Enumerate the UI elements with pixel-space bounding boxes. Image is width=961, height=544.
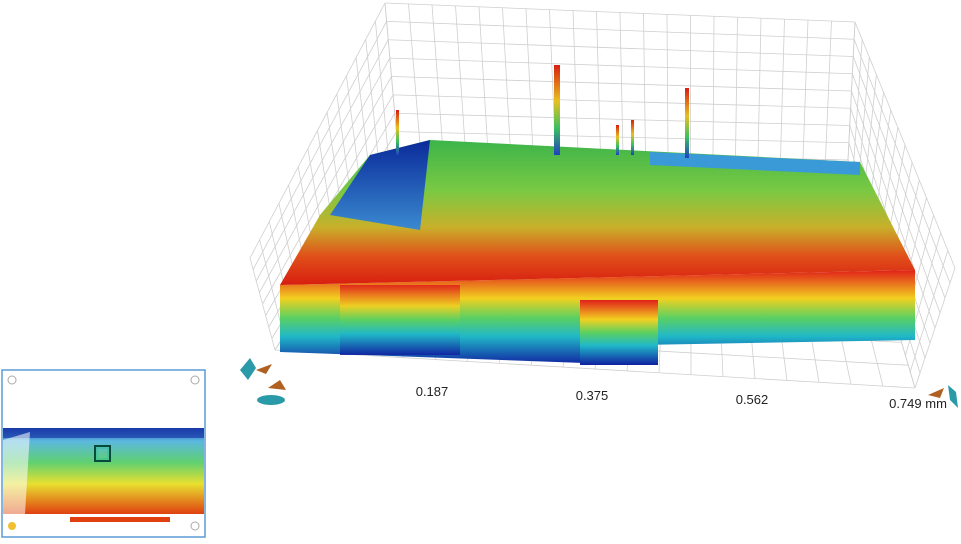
grid-line [853, 39, 951, 284]
axis-label: 0.187 [416, 384, 449, 399]
grid-line [262, 76, 392, 305]
grid-line [388, 39, 854, 57]
thumbnail[interactable] [1, 369, 206, 538]
grid-line [394, 112, 850, 126]
grid-line [249, 2, 386, 259]
grid-line [386, 20, 855, 40]
axis-label: 0.749 mm [889, 396, 947, 411]
axis-labels: 0.187 0.375 0.562 0.749 mm [416, 384, 947, 411]
axis-label: 0.562 [736, 392, 769, 407]
axis-label: 0.375 [576, 388, 609, 403]
grid-line [393, 94, 851, 109]
grid-line [854, 21, 956, 269]
grid-line [252, 21, 387, 270]
grid-line [851, 73, 941, 314]
grid-line [274, 349, 916, 389]
grid-line [851, 90, 936, 329]
surface [280, 65, 915, 365]
grid-line [389, 57, 853, 75]
grid-line [255, 39, 389, 282]
grid-line [852, 56, 946, 299]
grid-line [384, 2, 856, 23]
nav-controls[interactable] [240, 358, 958, 408]
grid-line [396, 131, 849, 144]
grid-line [259, 57, 391, 293]
grid-line [391, 76, 852, 92]
